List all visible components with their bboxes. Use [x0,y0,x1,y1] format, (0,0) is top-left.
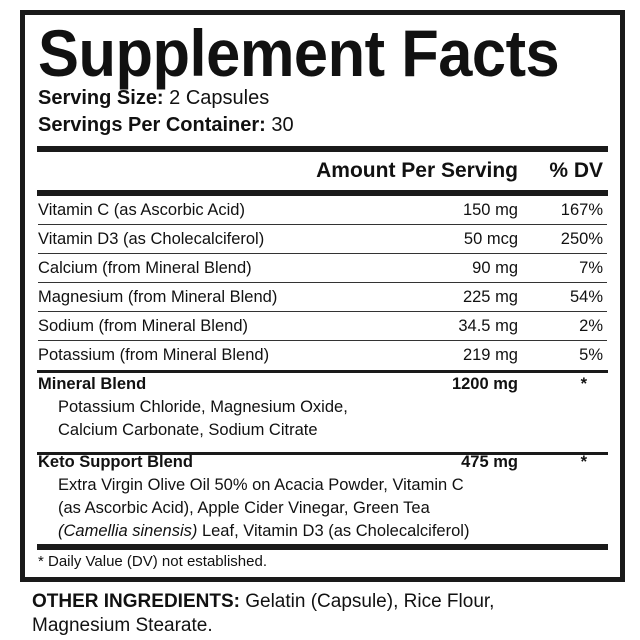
nutrient-row: Sodium (from Mineral Blend) 34.5 mg 2% [38,312,607,341]
panel-title: Supplement Facts [38,16,560,90]
nutrient-name: Calcium (from Mineral Blend) [38,259,252,277]
other-ingredients: OTHER INGREDIENTS: Gelatin (Capsule), Ri… [32,591,495,636]
nutrient-row: Vitamin C (as Ascorbic Acid) 150 mg 167% [38,196,607,225]
nutrient-row: Vitamin D3 (as Cholecalciferol) 50 mcg 250… [38,225,607,254]
servings-per-container: Servings Per Container: 30 [38,114,294,136]
nutrient-name: Vitamin D3 (as Cholecalciferol) [38,230,265,248]
keto-support-blend: Keto Support Blend 475 mg * Extra Virgin… [38,453,587,540]
divider [37,370,608,373]
nutrient-amount: 150 mg [462,201,518,219]
mineral-blend: Mineral Blend 1200 mg * Potassium Chlori… [38,375,587,439]
nutrient-dv: 2% [579,317,603,335]
nutrient-amount: 90 mg [472,259,518,277]
footnote: * Daily Value (DV) not established. [38,553,267,570]
divider [37,146,608,152]
serving-size: Serving Size: 2 Capsules [38,87,270,109]
nutrient-row: Potassium (from Mineral Blend) 219 mg 5% [38,341,607,369]
nutrient-name: Vitamin C (as Ascorbic Acid) [38,201,245,219]
dv-header: % DV [549,159,603,182]
nutrient-row: Calcium (from Mineral Blend) 90 mg 7% [38,254,607,283]
divider [37,544,608,550]
nutrient-name: Potassium (from Mineral Blend) [38,346,270,364]
nutrient-dv: 54% [569,288,603,306]
nutrient-dv: 7% [579,259,603,277]
nutrient-amount: 219 mg [462,346,518,364]
divider [37,190,608,196]
nutrient-dv: 167% [560,201,603,219]
nutrient-amount: 225 mg [462,288,518,306]
amount-header: Amount Per Serving [316,159,518,182]
nutrient-dv: 250% [560,230,603,248]
nutrient-row: Magnesium (from Mineral Blend) 225 mg 54% [38,283,607,312]
nutrient-dv: 5% [579,346,603,364]
divider [37,452,608,455]
nutrient-amount: 34.5 mg [458,317,518,335]
nutrient-amount: 50 mcg [463,230,518,248]
nutrient-name: Sodium (from Mineral Blend) [38,317,248,335]
nutrient-name: Magnesium (from Mineral Blend) [38,288,278,306]
supplement-facts-panel: Supplement Facts Serving Size: 2 Capsule… [20,10,625,582]
